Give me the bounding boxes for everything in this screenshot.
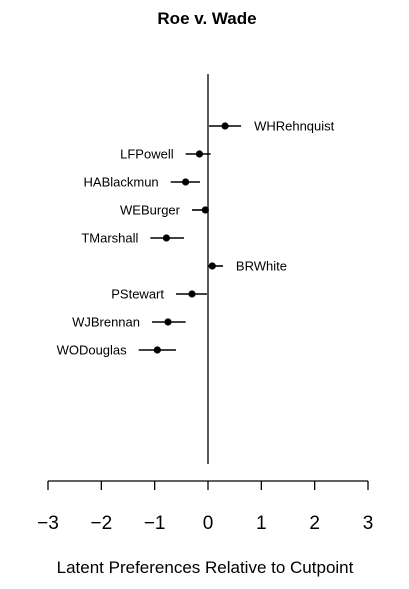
x-axis-label: Latent Preferences Relative to Cutpoint	[57, 558, 354, 577]
x-tick-label--2: −2	[90, 513, 112, 534]
label-BRWhite: BRWhite	[236, 259, 287, 274]
chart-title: Roe v. Wade	[157, 9, 256, 28]
x-axis-ticks: −3 −2 −1 0 1 2 3	[37, 481, 373, 534]
x-tick-label-2: 2	[309, 513, 320, 534]
point-BRWhite	[208, 262, 216, 270]
label-WODouglas: WODouglas	[57, 343, 128, 358]
x-tick-label--3: −3	[37, 513, 59, 534]
point-HABlackmun	[182, 178, 190, 186]
x-tick-label--1: −1	[144, 513, 166, 534]
label-TMarshall: TMarshall	[81, 231, 138, 246]
point-TMarshall	[162, 234, 170, 242]
point-WHRehnquist	[221, 122, 229, 130]
label-HABlackmun: HABlackmun	[84, 175, 159, 190]
label-WEBurger: WEBurger	[120, 203, 181, 218]
point-PStewart	[188, 290, 196, 298]
point-WODouglas	[153, 346, 161, 354]
x-tick-label-0: 0	[203, 513, 214, 534]
label-WJBrennan: WJBrennan	[72, 315, 140, 330]
label-LFPowell: LFPowell	[120, 147, 174, 162]
x-tick-label-3: 3	[363, 513, 374, 534]
point-LFPowell	[195, 150, 204, 158]
label-WHRehnquist: WHRehnquist	[254, 119, 335, 134]
point-WEBurger	[201, 206, 209, 214]
x-tick-label-1: 1	[256, 513, 267, 534]
point-WJBrennan	[164, 318, 172, 326]
data-marks: WHRehnquist LFPowell HABlackmun WEBurger TMa…	[57, 119, 335, 358]
label-PStewart: PStewart	[111, 287, 164, 302]
